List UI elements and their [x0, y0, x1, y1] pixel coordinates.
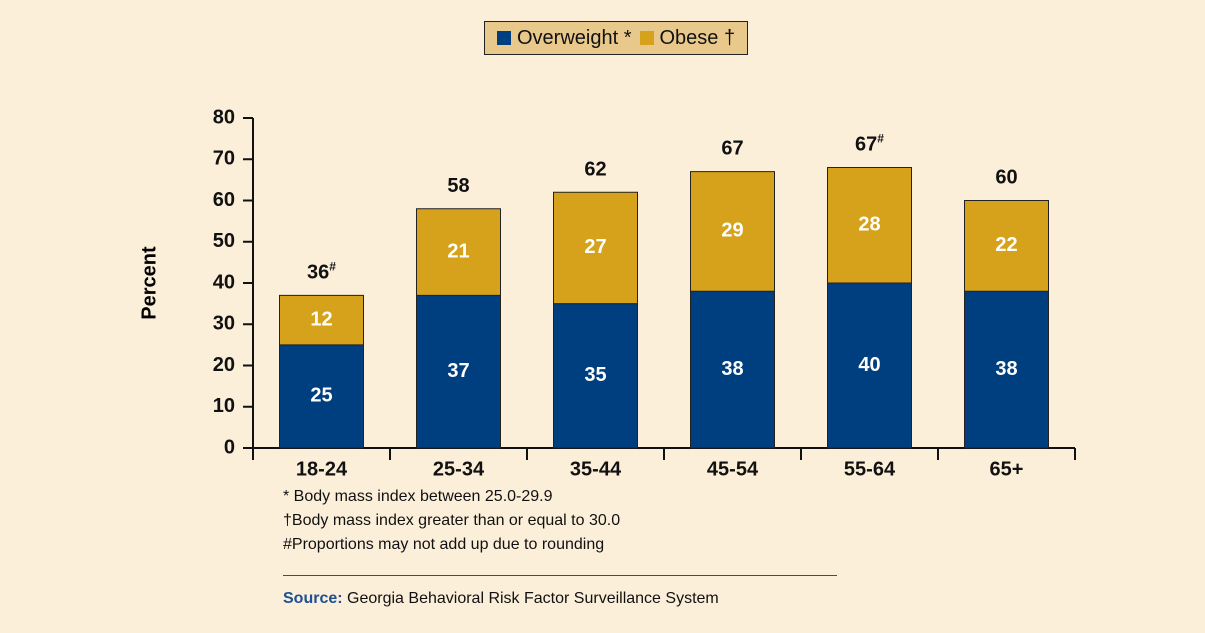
- total-value: 58: [447, 175, 469, 197]
- y-axis-label: Percent: [138, 246, 160, 320]
- footnote: * Body mass index between 25.0-29.9: [283, 488, 553, 505]
- total-label: 67#: [855, 132, 884, 156]
- data-label: 35: [584, 364, 606, 386]
- x-tick-label: 45-54: [707, 458, 759, 480]
- data-label: 38: [995, 358, 1017, 380]
- x-tick-label: 35-44: [570, 458, 622, 480]
- y-tick-label: 10: [213, 395, 235, 417]
- x-tick-label: 65+: [990, 458, 1024, 480]
- y-tick-label: 80: [213, 106, 235, 128]
- footnotes: * Body mass index between 25.0-29.9 †Body…: [283, 485, 620, 557]
- x-tick-label: 18-24: [296, 458, 348, 480]
- legend-swatch: [497, 31, 511, 45]
- bar-segment: [690, 290, 775, 449]
- bar-segment: [553, 191, 638, 305]
- source-label: Source:: [283, 590, 343, 607]
- total-value: 62: [584, 159, 606, 181]
- divider: [283, 575, 837, 576]
- footnote: †Body mass index greater than or equal t…: [283, 512, 621, 529]
- data-label: 25: [310, 385, 332, 407]
- total-value: 36: [307, 262, 329, 284]
- y-tick-label: 60: [213, 189, 235, 211]
- data-label: 12: [310, 308, 332, 330]
- footnote: #Proportions may not add up due to round…: [283, 536, 605, 553]
- bar-segment: [553, 303, 638, 449]
- y-tick-label: 0: [224, 436, 235, 458]
- total-value: 67: [721, 138, 743, 160]
- total-label: 36#: [307, 260, 336, 284]
- data-label: 28: [858, 214, 880, 236]
- y-tick-label: 50: [213, 230, 235, 252]
- bar-segment: [690, 171, 775, 292]
- total-label: 62: [584, 159, 606, 181]
- total-value: 60: [995, 167, 1017, 189]
- x-tick-label: 55-64: [844, 458, 896, 480]
- legend-label: Obese †: [659, 26, 736, 49]
- bar-segment: [964, 290, 1049, 449]
- data-label: 27: [584, 236, 606, 258]
- legend-item: Obese †: [639, 26, 736, 50]
- y-tick-label: 40: [213, 271, 235, 293]
- bar-segment: [416, 208, 501, 296]
- data-label: 29: [721, 220, 743, 242]
- y-tick-label: 20: [213, 354, 235, 376]
- legend-item: Overweight *: [497, 27, 632, 50]
- bar-segment: [279, 294, 364, 346]
- total-note: #: [329, 260, 336, 274]
- total-label: 60: [995, 167, 1017, 189]
- y-tick-label: 30: [213, 313, 235, 335]
- bar-segment: [827, 282, 912, 449]
- x-tick-label: 25-34: [433, 458, 485, 480]
- y-tick-label: 70: [213, 148, 235, 170]
- total-label: 67: [721, 138, 743, 160]
- data-label: 22: [995, 234, 1017, 256]
- legend-swatch: [639, 31, 654, 45]
- data-label: 37: [447, 360, 469, 382]
- data-label: 40: [858, 354, 880, 376]
- legend: Overweight * Obese †: [484, 21, 749, 55]
- data-label: 21: [447, 240, 469, 262]
- bar-segment: [964, 200, 1049, 292]
- bar-segment: [416, 294, 501, 449]
- bar-segment: [827, 167, 912, 284]
- legend-label: Overweight *: [517, 26, 632, 49]
- total-label: 58: [447, 175, 469, 197]
- source-text: Georgia Behavioral Risk Factor Surveilla…: [347, 590, 719, 607]
- total-note: #: [877, 132, 884, 146]
- data-label: 38: [721, 358, 743, 380]
- total-value: 67: [855, 134, 877, 156]
- source: Source: Georgia Behavioral Risk Factor S…: [283, 590, 719, 608]
